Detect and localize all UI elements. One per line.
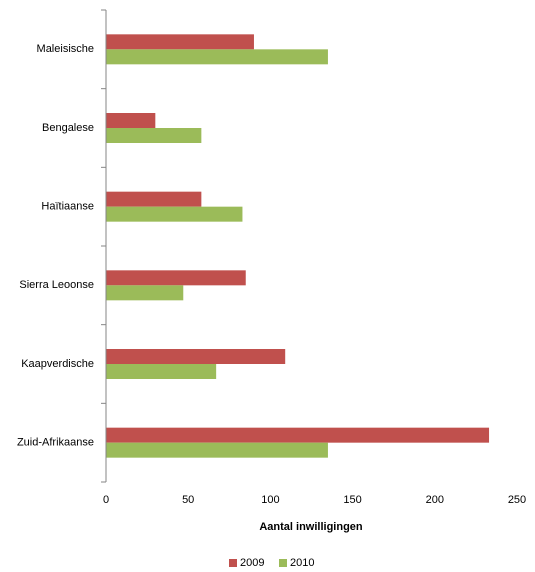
x-tick-label: 100 [261,494,279,506]
legend-label: 2010 [290,557,314,569]
bar [106,34,254,50]
x-tick-label: 50 [182,494,194,506]
axis-title: Aantal inwilligingen [259,521,363,533]
bar [106,191,202,207]
y-tick-label: Sierra Leoonse [19,279,94,291]
legend-label: 2009 [240,557,264,569]
bar [106,349,286,364]
bar [106,427,490,443]
legend-swatch [279,559,287,567]
bar [106,128,202,143]
x-tick-label: 200 [426,494,444,506]
y-tick-label: Bengalese [42,122,94,134]
bar [106,206,243,222]
x-tick-label: 250 [508,494,526,506]
bar [106,49,328,65]
y-tick-label: Zuid-Afrikaanse [17,437,94,449]
bar [106,364,217,379]
x-tick-label: 0 [103,494,109,506]
x-tick-label: 150 [343,494,361,506]
bar [106,113,156,128]
y-tick-label: Haïtiaanse [41,201,94,213]
bar [106,285,184,301]
legend-swatch [229,559,237,567]
y-tick-label: Kaapverdische [21,358,94,370]
bar [106,270,246,286]
bar [106,442,328,458]
y-tick-label: Maleisische [37,43,94,55]
